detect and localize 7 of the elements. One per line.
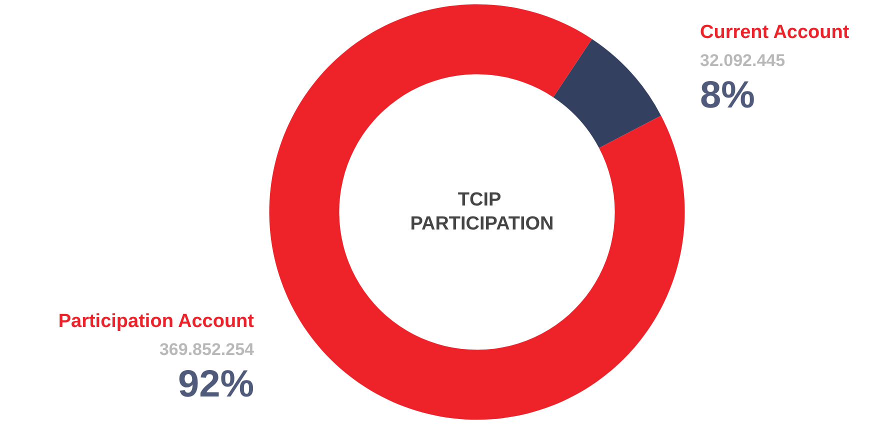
text: 8% [700, 74, 755, 117]
data-label: 32.092.445 [700, 51, 786, 70]
slice-label: Participation Account [58, 310, 255, 332]
text: 92% [178, 363, 254, 406]
slice-label: Current Account [700, 22, 850, 44]
data-label: 369.852.254 [159, 340, 255, 359]
text: TCIP PARTICIPATION [410, 190, 554, 234]
